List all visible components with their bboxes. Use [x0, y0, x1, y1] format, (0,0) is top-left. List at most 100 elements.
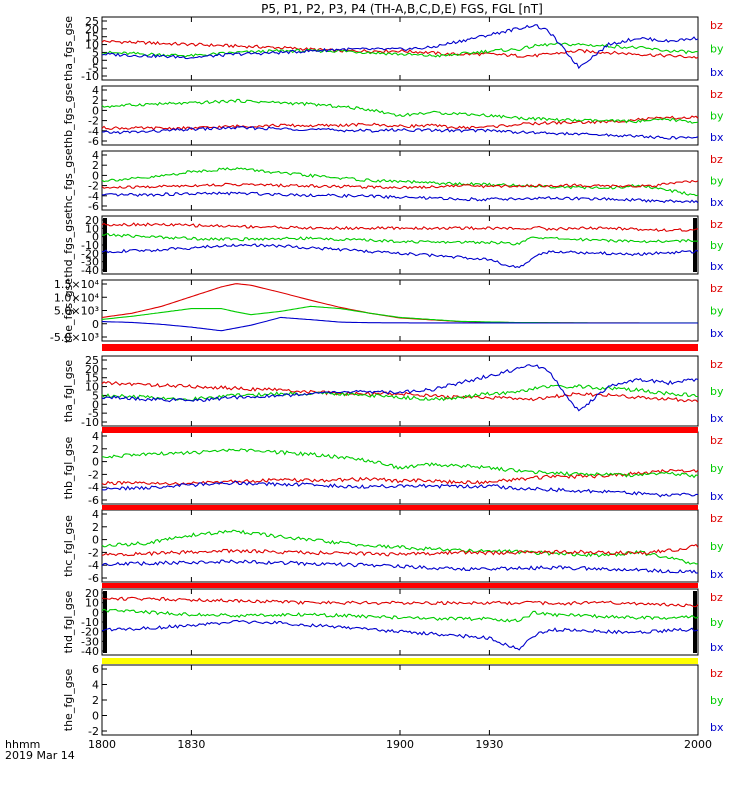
y-tick-label: 10	[85, 222, 99, 235]
series-line-bz	[101, 39, 699, 59]
legend-by: by	[710, 43, 724, 56]
y-tick-label: -5.0×10³	[50, 331, 99, 344]
y-tick-label: 0	[92, 169, 99, 182]
status-bar-red	[102, 505, 698, 510]
series-line-bz	[101, 543, 699, 557]
legend-bz: bz	[710, 591, 723, 604]
y-axis-label: thd_fgl_gse	[62, 590, 75, 653]
y-tick-label: -40	[81, 264, 99, 277]
y-axis-label: tha_fgl_gse	[62, 360, 75, 423]
series-line-bx	[101, 619, 699, 651]
legend-by: by	[710, 239, 724, 252]
legend-bz: bz	[710, 282, 723, 295]
legend-bz: bz	[710, 667, 723, 680]
y-tick-label: 15	[85, 31, 99, 44]
legend-bx: bx	[710, 260, 724, 273]
y-tick-label: 0	[92, 318, 99, 331]
y-tick-label: 4	[92, 430, 99, 443]
x-tick-label: 1930	[475, 738, 503, 751]
y-tick-label: 0	[92, 456, 99, 469]
y-tick-label: 4	[92, 149, 99, 162]
y-tick-label: 0	[92, 231, 99, 244]
series-line-bz	[101, 380, 699, 403]
y-tick-label: 0	[92, 606, 99, 619]
panel-the_fgl_gse: 6 4 2 0 -2 the_fgl_gse bz by bx	[62, 663, 724, 738]
panel-thb_fgs_gse: 420-2-4-6 thb_fgs_gse bz by bx	[62, 83, 724, 149]
legend-bx: bx	[710, 721, 724, 734]
legend-bx: bx	[710, 641, 724, 654]
y-tick-label: 6	[92, 663, 99, 676]
series-line-bz	[101, 469, 699, 486]
series-line-by	[101, 305, 698, 324]
y-tick-label: 20	[85, 587, 99, 600]
y-tick-label: 4	[92, 508, 99, 521]
y-tick-label: -4	[88, 559, 99, 572]
y-tick-label: -2	[88, 546, 99, 559]
y-tick-label: 10	[85, 597, 99, 610]
y-tick-label: -10	[81, 416, 99, 429]
y-tick-label: 5	[92, 46, 99, 59]
series-line-bx	[101, 126, 699, 140]
y-tick-label: 4	[92, 84, 99, 97]
y-axis-label: thc_fgl_gse	[62, 515, 75, 577]
panel-frame	[101, 664, 699, 736]
status-bar-red	[102, 344, 698, 351]
series-line-by	[101, 608, 699, 623]
legend-by: by	[710, 385, 724, 398]
y-tick-label: -2	[88, 115, 99, 128]
y-tick-label: 0	[92, 398, 99, 411]
y-tick-label: 15	[85, 372, 99, 385]
data-gap-marker	[693, 591, 697, 653]
series-line-bx	[101, 364, 699, 412]
y-axis-label: the_fgl_gse	[62, 669, 75, 732]
series-line-bx	[102, 316, 698, 332]
legend-bz: bz	[710, 19, 723, 32]
data-gap-marker	[693, 218, 697, 272]
y-tick-label: -5	[88, 407, 99, 420]
y-tick-label: -4	[88, 125, 99, 138]
y-tick-label: 10	[85, 381, 99, 394]
y-tick-label: -10	[81, 239, 99, 252]
y-tick-label: -2	[88, 725, 99, 738]
y-tick-label: 1.0×10⁴	[54, 291, 100, 304]
y-tick-label: -6	[88, 200, 99, 213]
x-tick-label: 2000	[684, 738, 712, 751]
y-axis-label: thc_fgs_gse	[62, 148, 75, 213]
legend-bx: bx	[710, 327, 724, 340]
y-tick-label: -10	[81, 70, 99, 83]
y-tick-label: 2	[92, 159, 99, 172]
y-tick-label: -40	[81, 645, 99, 658]
y-tick-label: -5	[88, 62, 99, 75]
y-tick-label: 20	[85, 23, 99, 36]
y-tick-label: 2	[92, 521, 99, 534]
legend-by: by	[710, 462, 724, 475]
y-tick-label: -4	[88, 190, 99, 203]
series-line-bx	[101, 559, 699, 574]
y-tick-label: -20	[81, 626, 99, 639]
y-tick-label: 2	[92, 94, 99, 107]
y-tick-label: -10	[81, 616, 99, 629]
series-line-by	[101, 232, 699, 246]
y-tick-label: 25	[85, 354, 99, 367]
y-tick-label: 1.5×10⁴	[54, 278, 100, 291]
x-tick-label: 1830	[177, 738, 205, 751]
series-line-by	[101, 448, 699, 479]
panel-frame	[101, 279, 699, 342]
y-tick-label: 0	[92, 710, 99, 723]
y-tick-label: 5.0×10³	[54, 305, 99, 318]
y-tick-label: 0	[92, 104, 99, 117]
y-tick-label: -6	[88, 494, 99, 507]
legend-by: by	[710, 110, 724, 123]
panel-the_fgs_gse: 1.5×10⁴1.0×10⁴5.0×10³0-5.0×10³the_fgs_gs…	[50, 278, 724, 344]
y-tick-label: -6	[88, 135, 99, 148]
legend-bx: bx	[710, 568, 724, 581]
y-tick-label: -20	[81, 247, 99, 260]
panel-frame	[101, 509, 699, 583]
legend-by: by	[710, 540, 724, 553]
legend-bz: bz	[710, 358, 723, 371]
